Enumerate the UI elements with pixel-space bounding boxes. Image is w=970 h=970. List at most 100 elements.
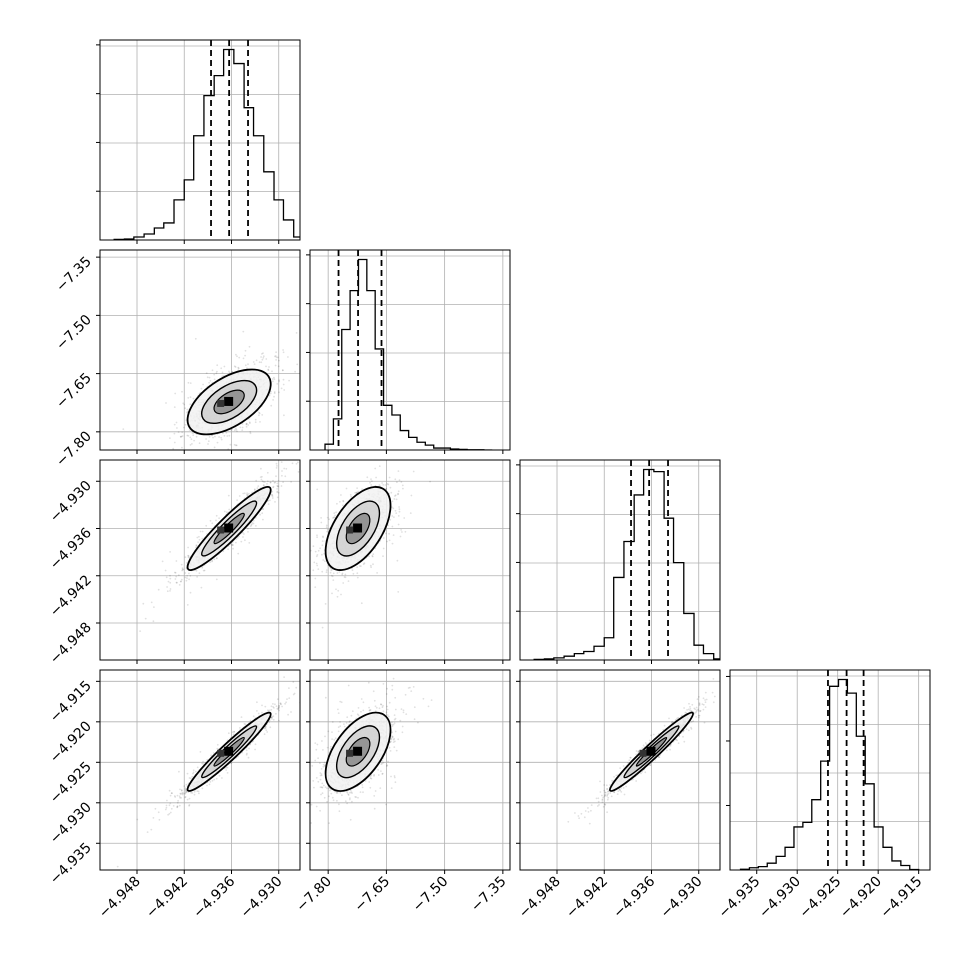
histogram-bin [214, 76, 223, 240]
histogram-bin [684, 613, 694, 660]
histogram-bin [144, 234, 154, 240]
x-tick-label: −7.35 [468, 874, 510, 916]
histogram-bin [417, 442, 425, 450]
y-tick-label: −4.930 [47, 478, 95, 526]
density-core [186, 711, 272, 792]
histogram-panel-4: −4.935−4.930−4.925−4.920−4.915 [716, 669, 931, 922]
histogram-bin [604, 638, 613, 660]
density-core [324, 486, 392, 571]
x-tick-label: −7.50 [410, 874, 452, 916]
density-peak [217, 399, 225, 407]
histogram-bin [901, 865, 910, 870]
histogram-bin [342, 329, 350, 450]
x-tick-label: −4.915 [878, 874, 926, 922]
axes-frame [519, 459, 721, 661]
x-tick-label: −4.935 [716, 874, 764, 922]
histogram-step [533, 468, 720, 660]
y-tick-label: −4.930 [47, 799, 95, 847]
histogram-bin [194, 136, 204, 240]
histogram-bin [874, 827, 883, 870]
scatter-panel-r2-c1 [306, 459, 511, 664]
density-peak [224, 396, 234, 406]
histogram-bin [654, 472, 664, 660]
histogram-bin [333, 419, 341, 450]
histogram-step [324, 258, 493, 450]
x-tick-label: −4.942 [143, 874, 191, 922]
density-peak [224, 523, 234, 533]
histogram-bin [184, 180, 193, 240]
axes-frame [99, 249, 301, 451]
histogram-bin [584, 652, 594, 660]
histogram-bin [164, 223, 174, 240]
histogram-bin [803, 822, 812, 870]
density-peak [217, 526, 225, 534]
histogram-bin [892, 861, 901, 870]
axes-frame [309, 669, 511, 871]
y-tick-label: −4.942 [47, 572, 95, 620]
histogram-bin [304, 239, 313, 240]
histogram-bin [264, 172, 274, 240]
axes-frame [99, 669, 301, 871]
histogram-bin [425, 445, 433, 450]
histogram-bin [392, 415, 400, 450]
histogram-bin [767, 863, 776, 870]
histogram-bin [594, 646, 604, 660]
histogram-bin [358, 260, 366, 450]
histogram-bin [574, 654, 583, 660]
axes-frame [309, 249, 511, 451]
x-tick-label: −4.925 [797, 874, 845, 922]
histogram-bin [367, 291, 375, 450]
axes-frame [99, 459, 301, 661]
x-tick-label: −7.65 [352, 874, 394, 916]
histogram-bin [830, 686, 839, 870]
histogram-bin [409, 437, 417, 450]
density-peak [346, 526, 354, 534]
histogram-step [113, 48, 300, 240]
histogram-step [739, 678, 920, 870]
y-tick-label: −4.936 [47, 525, 95, 573]
scatter-panel-r1-c0: −7.35 −7.50 −7.65 −7.80 [53, 249, 301, 470]
x-tick-label: −4.948 [96, 874, 144, 922]
x-tick-label: −4.936 [610, 873, 658, 921]
y-tick-label: −4.915 [47, 678, 95, 726]
y-tick-label: −4.925 [47, 759, 95, 807]
y-tick-label: −4.920 [47, 718, 95, 766]
density-peak [353, 746, 363, 756]
histogram-bin [883, 847, 892, 870]
histogram-bin [664, 518, 673, 660]
density-core [324, 711, 392, 792]
histogram-bin [847, 693, 856, 870]
histogram-bin [634, 495, 643, 660]
x-tick-label: −4.936 [190, 873, 238, 921]
x-tick-label: −4.930 [658, 874, 706, 922]
histogram-panel-1 [96, 39, 313, 244]
x-tick-label: −4.920 [837, 874, 885, 922]
histogram-bin [703, 654, 713, 660]
y-tick-label: −7.80 [53, 428, 95, 470]
scatter-panel-r2-c0: −4.930−4.936−4.942−4.948 [47, 459, 301, 668]
density-peak [224, 746, 234, 756]
histogram-panel-2 [306, 249, 511, 454]
histogram-bin [204, 96, 214, 240]
y-tick-label: −4.948 [47, 620, 95, 668]
density-core [609, 711, 694, 792]
histogram-bin [283, 220, 293, 240]
histogram-bin [325, 444, 333, 450]
histogram-bin [776, 856, 785, 870]
y-tick-label: −7.35 [53, 254, 95, 296]
histogram-bin [234, 64, 244, 240]
density-peak [639, 749, 647, 757]
axes-frame [309, 459, 511, 661]
histogram-bin [812, 800, 821, 870]
axes-frame [729, 669, 931, 871]
axes-frame [99, 39, 301, 241]
density-core [186, 486, 272, 571]
x-tick-label: −4.948 [516, 874, 564, 922]
scatter-panel-r3-c0: −4.948 −4.942 −4.936 −4.930−4.915−4.920−4.9… [47, 669, 301, 922]
histogram-bin [174, 200, 184, 240]
x-tick-label: −4.930 [756, 874, 804, 922]
axes-frame [519, 669, 721, 871]
y-tick-label: −4.935 [47, 840, 95, 888]
histogram-bin [154, 228, 163, 240]
density-core [186, 368, 272, 436]
